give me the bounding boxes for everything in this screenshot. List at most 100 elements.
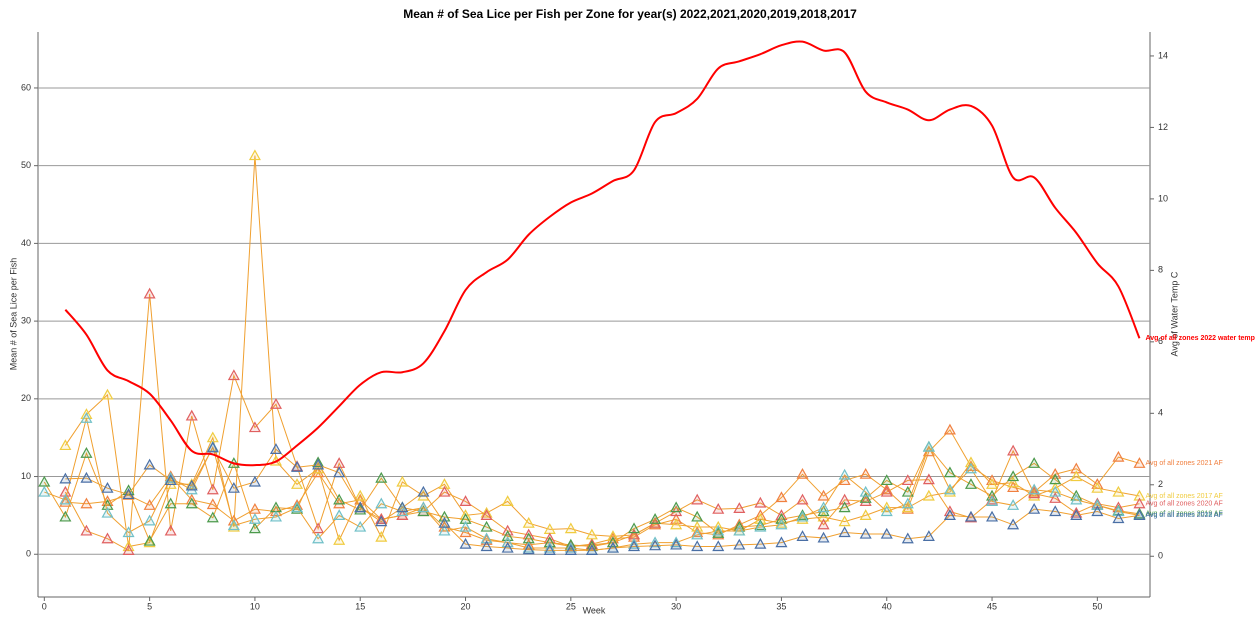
triangle-marker [1049, 492, 1062, 503]
triangle-marker [986, 495, 999, 507]
triangle-marker [227, 519, 240, 531]
triangle-marker [101, 506, 114, 518]
triangle-marker [522, 516, 535, 528]
series-label: Avg of all zones 2017 AF [1145, 493, 1222, 500]
x-tick-label: 0 [42, 601, 47, 611]
triangle-marker [585, 544, 598, 555]
x-tick-label: 10 [250, 601, 260, 611]
y-tick-label: 30 [21, 315, 31, 325]
triangle-marker [59, 510, 72, 522]
triangle-marker [1070, 509, 1083, 520]
triangle-marker [143, 514, 156, 526]
y2-tick-label: 14 [1158, 50, 1168, 60]
triangle-marker [859, 495, 872, 507]
triangle-marker [880, 527, 893, 539]
triangle-marker [396, 475, 409, 487]
triangle-marker [1112, 485, 1125, 497]
triangle-marker [733, 538, 746, 550]
triangle-marker [1133, 457, 1146, 468]
triangle-marker [775, 518, 788, 530]
triangle-marker [333, 509, 346, 520]
series-line [64, 293, 1140, 552]
y-tick-label: 60 [21, 82, 31, 92]
triangle-marker [901, 485, 914, 497]
triangle-marker [712, 528, 725, 540]
triangle-marker [185, 409, 198, 421]
triangle-marker [459, 526, 472, 538]
y-tick-label: 0 [26, 549, 31, 559]
triangle-marker [1028, 457, 1041, 468]
triangle-marker [206, 441, 219, 453]
triangle-marker [712, 502, 725, 514]
triangle-marker [1028, 502, 1041, 514]
series-label: Avg of all zones 2019 AF [1145, 511, 1222, 518]
triangle-marker [1112, 450, 1125, 462]
triangle-marker [417, 485, 430, 497]
x-tick-label: 15 [355, 601, 365, 611]
triangle-marker [691, 540, 704, 552]
triangle-marker [501, 530, 514, 541]
triangle-marker [291, 501, 304, 513]
triangle-marker [1028, 487, 1041, 499]
series-line [64, 40, 1141, 467]
triangle-marker [59, 439, 72, 451]
triangle-marker [291, 460, 304, 472]
y2-tick-label: 8 [1158, 265, 1163, 275]
x-tick-label: 5 [147, 601, 152, 611]
x-tick-label: 40 [882, 601, 892, 611]
triangle-marker [880, 474, 893, 486]
triangle-marker [396, 509, 409, 520]
triangle-marker [964, 478, 978, 489]
triangle-marker [522, 543, 535, 555]
triangle-marker [333, 457, 346, 468]
triangle-marker [269, 443, 283, 454]
series-label: Avg of all zones 2022 AF [1145, 512, 1222, 519]
triangle-marker [417, 501, 430, 513]
triangle-marker [459, 520, 472, 532]
series-line [64, 155, 1140, 548]
triangle-marker [312, 466, 325, 478]
triangle-marker [248, 149, 261, 161]
triangle-marker [38, 485, 51, 497]
triangle-marker [901, 501, 914, 513]
triangle-marker [269, 510, 283, 522]
triangle-marker [333, 493, 346, 505]
triangle-marker [922, 473, 935, 485]
triangle-marker [291, 478, 304, 489]
triangle-marker [817, 501, 830, 513]
triangle-marker [1133, 509, 1146, 520]
triangle-marker [649, 539, 662, 551]
triangle-marker [501, 541, 514, 553]
triangle-marker [1049, 505, 1062, 517]
triangle-marker [59, 493, 72, 505]
x-tick-label: 50 [1092, 601, 1102, 611]
triangle-marker [143, 287, 156, 299]
y-tick-label: 50 [21, 160, 31, 170]
triangle-marker [964, 456, 978, 468]
x-tick-label: 25 [566, 601, 576, 611]
triangle-marker [438, 516, 451, 528]
triangle-marker [480, 534, 493, 545]
triangle-marker [354, 520, 367, 532]
triangle-marker [375, 497, 388, 509]
series-label: Avg of all zones 2020 AF [1145, 501, 1222, 508]
triangle-marker [122, 488, 135, 500]
triangle-marker [185, 483, 198, 495]
triangle-marker [796, 530, 809, 541]
triangle-marker [606, 541, 619, 553]
x-tick-label: 30 [671, 601, 681, 611]
y2-tick-label: 4 [1158, 408, 1163, 418]
triangle-marker [901, 532, 914, 544]
triangle-marker [38, 475, 51, 487]
triangle-marker [627, 540, 641, 552]
series-label: Avg of all zones 2021 AF [1145, 460, 1222, 467]
triangle-marker [122, 544, 135, 555]
triangle-marker [312, 458, 325, 470]
triangle-marker [564, 544, 577, 555]
y2-tick-label: 0 [1158, 551, 1163, 561]
triangle-marker [1007, 476, 1020, 488]
triangle-marker [354, 501, 367, 513]
triangle-marker [480, 509, 493, 520]
triangle-marker [1112, 512, 1125, 524]
